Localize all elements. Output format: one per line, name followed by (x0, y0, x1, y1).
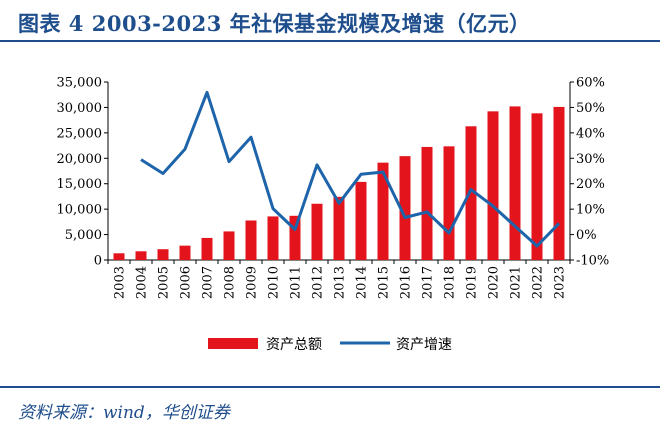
left-tick-label: 15,000 (57, 177, 103, 192)
left-tick-label: 10,000 (57, 203, 103, 218)
growth-line-layer (140, 90, 561, 248)
bar-2006 (179, 245, 191, 260)
x-tick-label: 2010 (267, 266, 282, 299)
chart: 0 5,000 10,000 15,000 20,000 25,000 30,000 35,0… (57, 76, 610, 354)
bar-2017 (421, 146, 433, 260)
x-tick-label: 2004 (135, 266, 150, 299)
bar-2023 (553, 106, 565, 260)
bar-2014 (355, 181, 367, 260)
x-tick-label: 2011 (289, 266, 304, 299)
x-tick-label: 2015 (377, 266, 392, 299)
x-tick-label: 2016 (399, 266, 414, 299)
x-tick-label: 2019 (465, 266, 480, 299)
right-tick-label: -10% (576, 254, 609, 269)
bar-2003 (113, 253, 125, 260)
left-tick-label: 0 (94, 254, 102, 269)
bar-2009 (245, 220, 257, 260)
bar-2010 (267, 216, 279, 260)
x-tick-label: 2003 (113, 266, 128, 299)
bar-2013 (333, 196, 345, 260)
growth-line (140, 90, 561, 248)
chart-title: 图表 4 2003-2023 年社保基金规模及增速（亿元） (18, 11, 531, 36)
x-tick-label: 2014 (355, 266, 370, 299)
axes: 0 5,000 10,000 15,000 20,000 25,000 30,000 35,0… (57, 76, 610, 300)
left-tick-label: 20,000 (57, 152, 103, 167)
legend-label-bar: 资产总额 (266, 337, 322, 353)
title-rule (0, 40, 660, 42)
right-tick-label: 60% (576, 76, 605, 91)
bar-2018 (443, 146, 455, 260)
x-tick-label: 2012 (311, 266, 326, 299)
right-tick-label: 50% (576, 101, 605, 116)
right-tick-label: 20% (576, 177, 605, 192)
x-tick-label: 2022 (531, 266, 546, 299)
x-tick-label: 2021 (509, 266, 524, 299)
bar-2007 (201, 237, 213, 260)
x-tick-label: 2018 (443, 266, 458, 299)
right-tick-label: 30% (576, 152, 605, 167)
bar-2020 (487, 111, 499, 260)
right-tick-label: 40% (576, 126, 605, 141)
right-tick-label: 10% (576, 203, 605, 218)
bar-2019 (465, 126, 477, 260)
left-tick-label: 5,000 (65, 228, 102, 243)
x-tick-label: 2009 (245, 266, 260, 299)
left-tick-label: 35,000 (57, 76, 103, 91)
legend-label-line: 资产增速 (396, 337, 452, 353)
legend-swatch-bar (208, 338, 258, 349)
source-note: 资料来源：wind，华创证券 (18, 403, 230, 423)
bar-2016 (399, 156, 411, 260)
left-tick-label: 30,000 (57, 101, 103, 116)
x-tick-label: 2020 (487, 266, 502, 299)
bars (113, 106, 565, 260)
bar-2008 (223, 231, 235, 260)
bar-2004 (135, 251, 147, 260)
x-tick-label: 2005 (157, 266, 172, 299)
bar-2021 (509, 106, 521, 260)
x-tick-label: 2017 (421, 266, 436, 299)
bar-2022 (531, 113, 543, 260)
x-tick-label: 2023 (553, 266, 568, 299)
bar-2005 (157, 249, 169, 260)
right-tick-label: 0% (576, 228, 597, 243)
x-tick-label: 2006 (179, 266, 194, 299)
source-rule (0, 386, 660, 388)
legend: 资产总额 资产增速 (208, 337, 452, 353)
bar-2011 (289, 215, 301, 260)
x-tick-label: 2008 (223, 266, 238, 299)
x-tick-label: 2007 (201, 266, 216, 299)
bar-2012 (311, 203, 323, 260)
bar-2015 (377, 162, 389, 260)
x-tick-label: 2013 (333, 266, 348, 299)
left-tick-label: 25,000 (57, 126, 103, 141)
